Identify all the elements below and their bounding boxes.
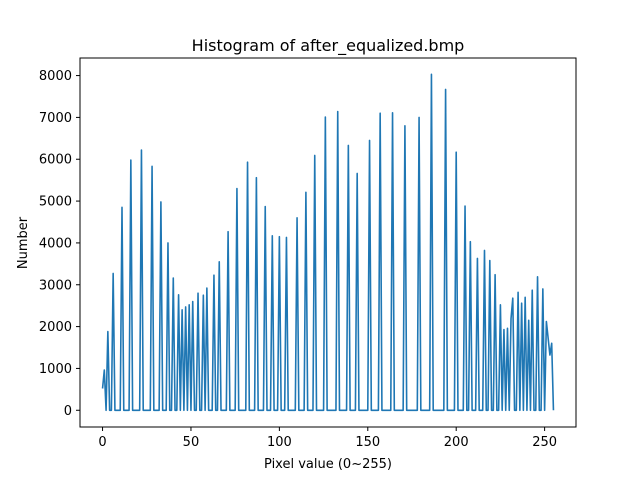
x-axis-ticks: 0 50 100 150 200 250 [98, 427, 557, 450]
y-tick-label: 7000 [39, 111, 72, 126]
y-tick-label: 2000 [39, 320, 72, 335]
x-axis-label: Pixel value (0~255) [264, 457, 392, 472]
y-tick-label: 4000 [39, 236, 72, 251]
chart-title: Histogram of after_equalized.bmp [192, 36, 465, 56]
plot-area [101, 73, 555, 412]
y-tick-label: 5000 [39, 195, 72, 210]
y-axis-ticks: 0 1000 2000 3000 4000 5000 6000 7000 8000 [39, 69, 80, 419]
y-tick-label: 3000 [39, 278, 72, 293]
series-line [101, 73, 555, 412]
x-tick-label: 100 [267, 435, 292, 450]
y-tick-label: 0 [64, 404, 72, 419]
x-tick-label: 250 [532, 435, 557, 450]
x-tick-label: 150 [355, 435, 380, 450]
x-tick-label: 0 [98, 435, 106, 450]
x-tick-label: 50 [183, 435, 200, 450]
x-tick-label: 200 [444, 435, 469, 450]
y-tick-label: 1000 [39, 362, 72, 377]
y-tick-label: 6000 [39, 153, 72, 168]
y-axis-label: Number [16, 216, 31, 269]
y-tick-label: 8000 [39, 69, 72, 84]
